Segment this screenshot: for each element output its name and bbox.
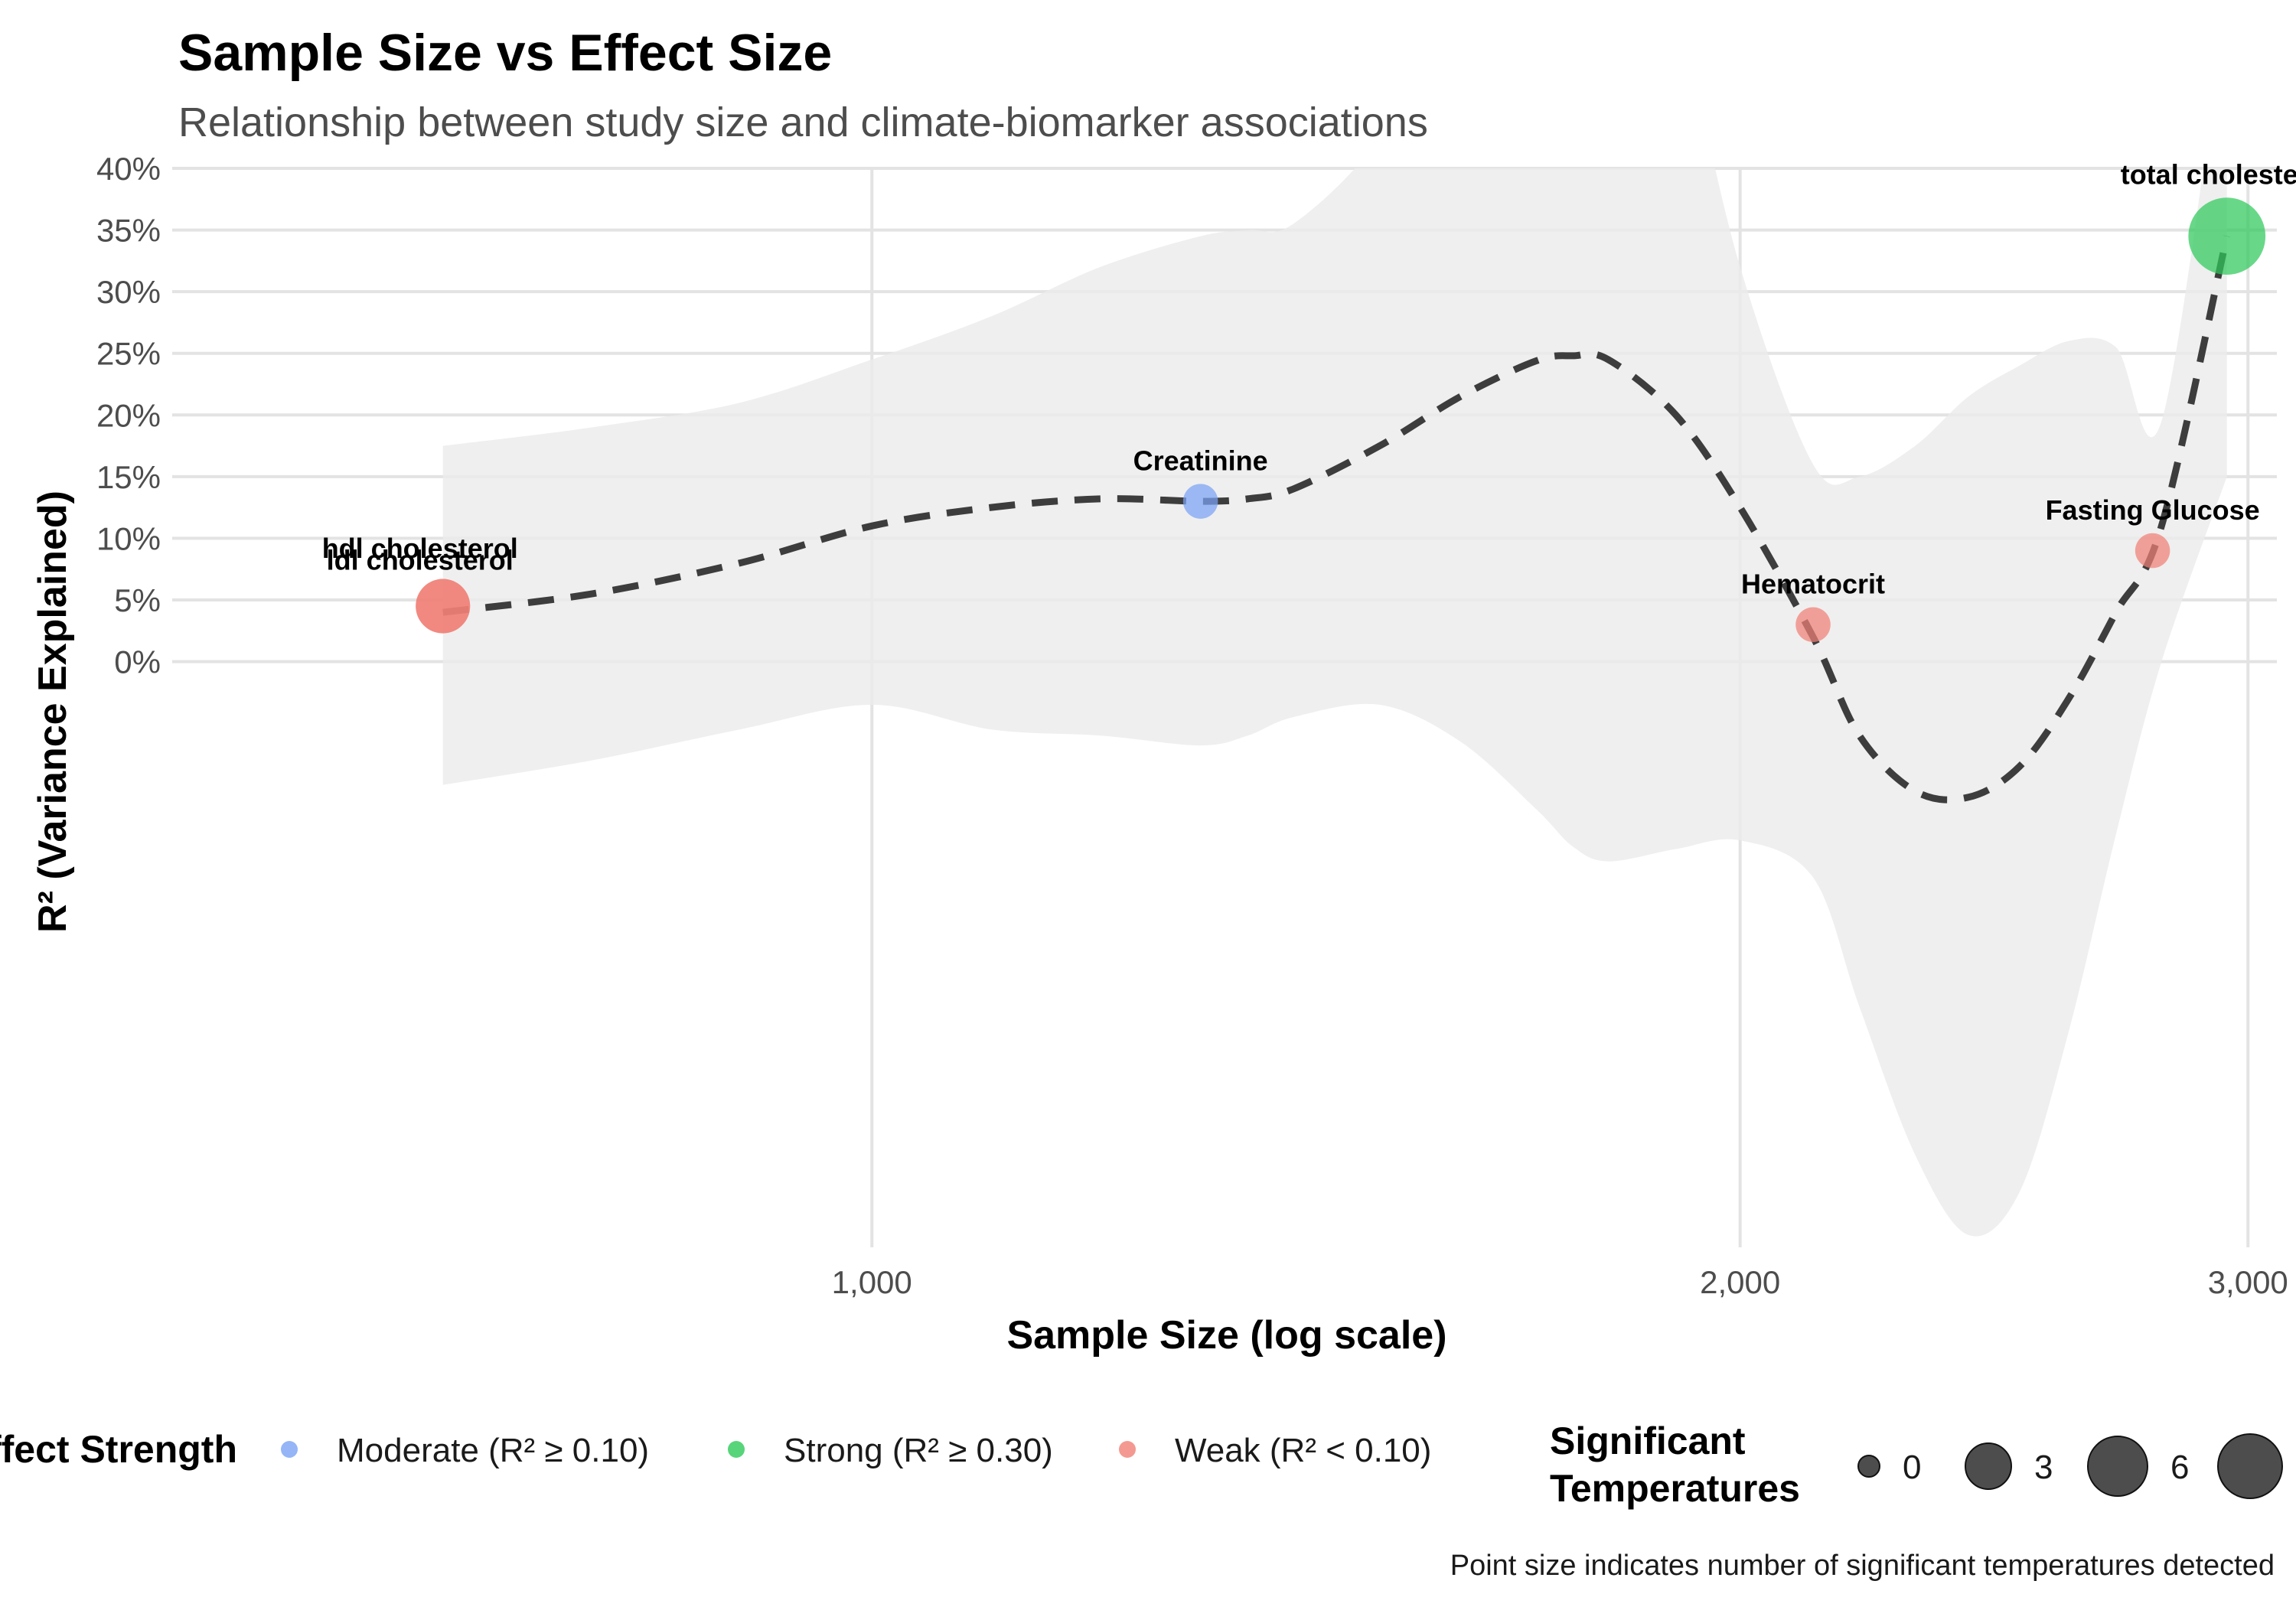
x-tick-label: 3,000 — [2208, 1264, 2288, 1300]
x-tick-label: 2,000 — [1700, 1264, 1780, 1300]
legend-size-key-1 — [1857, 1455, 1880, 1478]
y-tick-label: 25% — [96, 336, 161, 372]
chart-caption: Point size indicates number of significa… — [1450, 1550, 2275, 1582]
point-fasting-glucose — [2135, 533, 2170, 569]
legend-title-size-line2: Temperatures — [1550, 1467, 1800, 1510]
point-label: Creatinine — [1133, 445, 1268, 476]
y-tick-label: 35% — [96, 213, 161, 249]
legend-key-1 — [281, 1441, 298, 1458]
points-layer — [416, 197, 2266, 642]
point-hematocrit — [1795, 607, 1831, 642]
y-tick-label: 10% — [96, 520, 161, 556]
point-label: Fasting Glucose — [2046, 494, 2260, 526]
y-tick-label: 30% — [96, 274, 161, 310]
y-tick-label: 5% — [114, 582, 161, 618]
chart-subtitle: Relationship between study size and clim… — [178, 99, 1428, 145]
legend-label: Strong (R² ≥ 0.30) — [784, 1432, 1053, 1469]
fit-line-layer — [442, 235, 2231, 804]
point-hdl-cholesterol — [416, 579, 471, 634]
point-label: Hematocrit — [1741, 568, 1885, 599]
smooth-fit-line — [442, 235, 2231, 804]
legend-significant-temperatures: Significant Temperatures 0 3 6 — [1550, 1420, 2283, 1510]
y-tick-label: 20% — [96, 397, 161, 433]
point-label: total cholesterol — [2121, 158, 2296, 190]
point-total-cholesterol — [2188, 197, 2266, 275]
legend-label: Weak (R² < 0.10) — [1175, 1432, 1431, 1469]
y-tick-label: 40% — [96, 151, 161, 187]
confidence-band — [442, 168, 2227, 1237]
legend-size-label: 0 — [1903, 1449, 1921, 1486]
legend-title-strength: Effect Strength — [0, 1428, 237, 1471]
x-axis-label: Sample Size (log scale) — [1006, 1313, 1446, 1358]
legend-size-key-3 — [2087, 1436, 2148, 1497]
legend-effect-strength: Effect Strength Moderate (R² ≥ 0.10) Stron… — [0, 1428, 1431, 1471]
legend-label: Moderate (R² ≥ 0.10) — [337, 1432, 649, 1469]
legend-size-label: 3 — [2034, 1449, 2053, 1486]
x-tick-label: 1,000 — [832, 1264, 912, 1300]
y-axis-label: R² (Variance Explained) — [31, 491, 75, 933]
legend-title-size-line1: Significant — [1550, 1420, 1746, 1462]
legend-size-key-2 — [1965, 1442, 2012, 1490]
y-tick-label: 0% — [114, 644, 161, 680]
chart-title: Sample Size vs Effect Size — [178, 24, 832, 82]
legend-key-3 — [1119, 1441, 1136, 1458]
legend-key-2 — [728, 1441, 745, 1458]
legend-size-label: 6 — [2170, 1449, 2189, 1486]
legend-size-key-4 — [2217, 1433, 2283, 1499]
point-creatinine — [1182, 484, 1218, 519]
y-tick-label: 15% — [96, 459, 161, 495]
point-label: ldl cholesterol — [327, 545, 514, 576]
point-label: hdl cholesterol — [322, 533, 518, 564]
confidence-band-layer — [442, 168, 2227, 1237]
axis-ticks-layer: 1,000 2,000 3,000 0% 5% 10% 15% 20% 25% 30% 35% 40% — [96, 151, 2288, 1300]
